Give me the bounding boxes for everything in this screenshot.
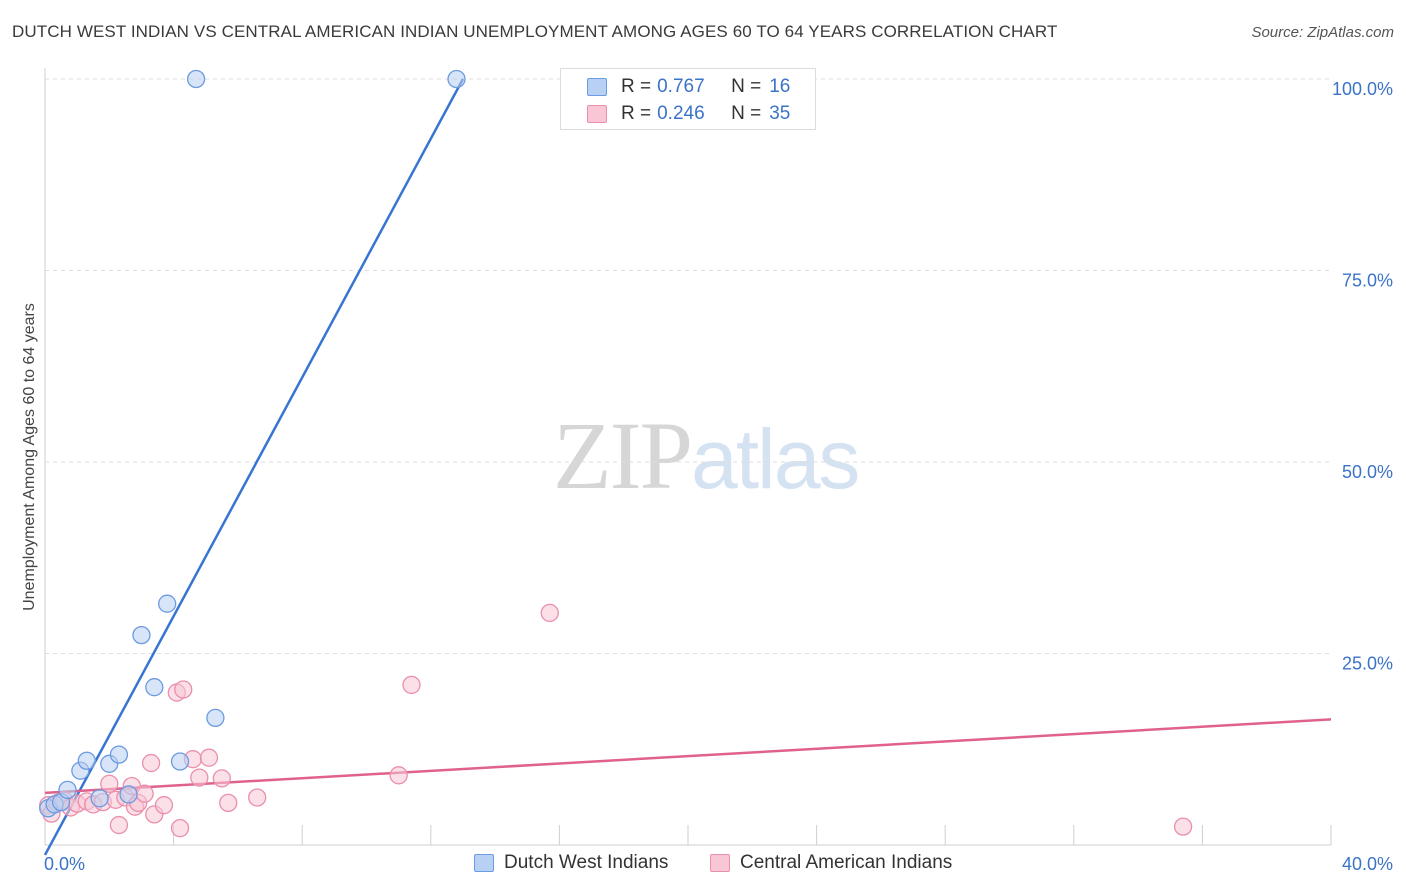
bottom-legend-swatch-pink bbox=[710, 854, 730, 872]
y-axis-label: Unemployment Among Ages 60 to 64 years bbox=[21, 303, 38, 611]
y-tick-label: 25.0% bbox=[1342, 654, 1393, 674]
bottom-legend-dutch-west-indians: Dutch West Indians bbox=[474, 852, 668, 874]
axis-layer bbox=[44, 68, 1332, 846]
point-layer bbox=[39, 69, 1193, 838]
data-point-central-american-indians bbox=[190, 768, 209, 787]
data-point-central-american-indians bbox=[199, 748, 219, 767]
bottom-legend-central-american-indians: Central American Indians bbox=[710, 852, 952, 874]
legend-swatch-blue bbox=[587, 78, 607, 96]
data-point-central-american-indians bbox=[174, 680, 193, 699]
legend-r-value: 0.767 bbox=[657, 76, 705, 97]
zipatlas-watermark: ZIPatlas bbox=[553, 400, 860, 511]
data-point-central-american-indians bbox=[141, 753, 161, 773]
legend-r-value: 0.246 bbox=[657, 103, 705, 124]
data-point-central-american-indians bbox=[248, 788, 267, 807]
data-point-dutch-west-indians bbox=[77, 751, 96, 770]
legend-row-central-american-indians: R = 0.246 N = 35 bbox=[587, 101, 790, 127]
bottom-legend-label: Central American Indians bbox=[740, 852, 953, 873]
data-point-dutch-west-indians bbox=[186, 69, 206, 89]
trendline-dutch-west-indians bbox=[43, 78, 465, 856]
data-point-central-american-indians bbox=[135, 784, 154, 803]
data-point-central-american-indians bbox=[1173, 817, 1193, 836]
data-point-central-american-indians bbox=[170, 818, 190, 838]
trendline-layer bbox=[43, 78, 1332, 856]
data-point-dutch-west-indians bbox=[206, 708, 225, 727]
data-point-central-american-indians bbox=[540, 603, 559, 623]
data-point-central-american-indians bbox=[100, 774, 119, 793]
data-point-central-american-indians bbox=[402, 675, 421, 695]
legend-n-value: 35 bbox=[769, 103, 791, 124]
legend-swatch-pink bbox=[587, 105, 607, 123]
bottom-legend-label: Dutch West Indians bbox=[504, 852, 669, 873]
grid-layer bbox=[45, 78, 1331, 654]
trendline-central-american-indians bbox=[44, 718, 1332, 795]
chart-title: DUTCH WEST INDIAN VS CENTRAL AMERICAN IN… bbox=[12, 22, 1058, 41]
data-point-central-american-indians bbox=[109, 815, 129, 835]
data-point-dutch-west-indians bbox=[132, 625, 151, 645]
data-point-dutch-west-indians bbox=[58, 780, 77, 799]
tick-label-layer: 25.0% 50.0% 75.0% 100.0% 0.0% 40.0% bbox=[44, 79, 1393, 874]
x-tick-label-max: 40.0% bbox=[1342, 854, 1393, 874]
data-point-central-american-indians bbox=[154, 796, 174, 815]
bottom-legend-swatch-blue bbox=[474, 854, 494, 872]
data-point-dutch-west-indians bbox=[447, 69, 466, 89]
data-point-central-american-indians bbox=[389, 766, 408, 785]
data-point-dutch-west-indians bbox=[109, 745, 129, 764]
data-point-dutch-west-indians bbox=[145, 678, 164, 697]
watermark-zip: ZIP bbox=[553, 402, 693, 509]
correlation-legend: R = 0.767 N = 16 R = 0.246 N = 35 bbox=[560, 68, 816, 130]
data-point-dutch-west-indians bbox=[90, 789, 109, 808]
data-point-central-american-indians bbox=[219, 793, 238, 813]
watermark-atlas: atlas bbox=[691, 412, 860, 506]
data-point-dutch-west-indians bbox=[119, 785, 138, 804]
legend-r-label: R = bbox=[621, 76, 652, 97]
data-point-dutch-west-indians bbox=[158, 594, 177, 613]
x-tick-label-min: 0.0% bbox=[44, 854, 85, 874]
chart-source: Source: ZipAtlas.com bbox=[1251, 24, 1394, 41]
legend-r-label: R = bbox=[621, 103, 652, 124]
data-point-central-american-indians bbox=[212, 769, 231, 788]
data-point-dutch-west-indians bbox=[170, 752, 190, 771]
legend-n-label: N = bbox=[731, 76, 762, 97]
y-tick-label: 100.0% bbox=[1332, 79, 1393, 99]
legend-n-value: 16 bbox=[769, 76, 791, 97]
y-tick-label: 50.0% bbox=[1342, 462, 1393, 482]
legend-n-label: N = bbox=[731, 103, 762, 124]
y-tick-label: 75.0% bbox=[1342, 271, 1393, 291]
legend-row-dutch-west-indians: R = 0.767 N = 16 bbox=[587, 74, 790, 100]
